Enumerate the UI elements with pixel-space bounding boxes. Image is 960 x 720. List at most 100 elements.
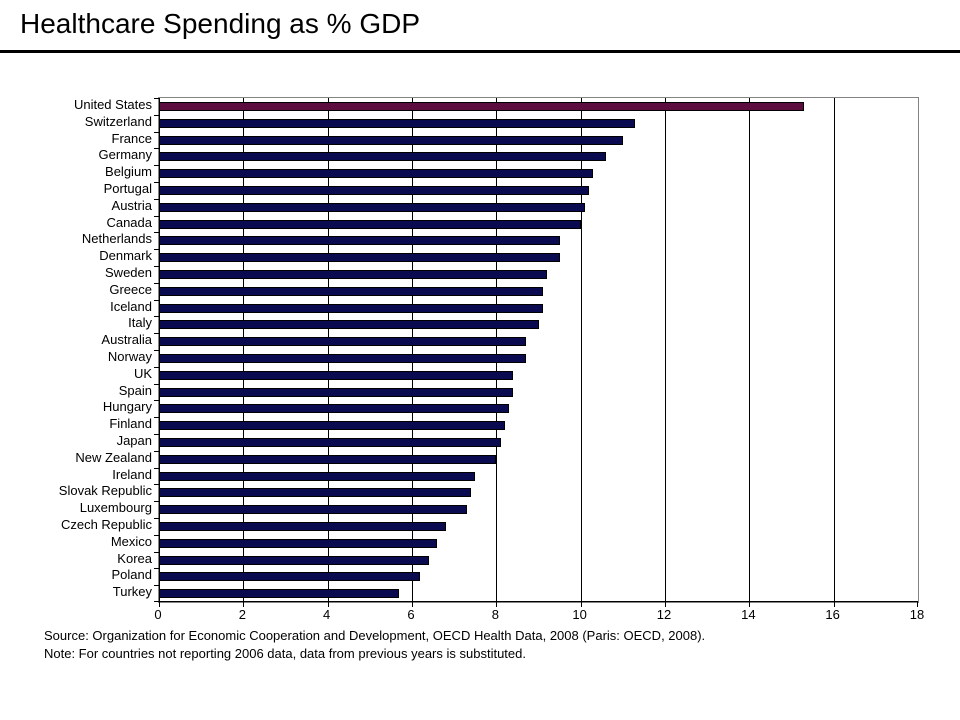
bar-luxembourg [159,505,467,515]
category-axis-tick [154,266,159,267]
category-axis-tick [154,451,159,452]
category-label-mexico: Mexico [110,533,152,549]
x-axis-tick-4 [327,602,329,607]
bar-korea [159,555,429,565]
category-label-ireland: Ireland [112,466,152,482]
bar-poland [159,572,421,582]
category-label-poland: Poland [111,567,152,583]
category-axis-tick [154,115,159,116]
category-label-switzerland: Switzerland [84,113,152,129]
bar-finland [159,421,505,431]
bar-portugal [159,185,590,195]
category-label-japan: Japan [116,433,152,448]
category-axis-tick [154,165,159,166]
y-axis-line [159,98,160,602]
category-label-spain: Spain [118,382,152,398]
x-tick-label-8: 8 [491,607,499,622]
gridline-6 [412,98,413,602]
x-axis-tick-16 [833,602,835,607]
category-axis-tick [154,232,159,233]
category-label-australia: Australia [101,332,152,348]
category-axis-tick [154,216,159,217]
gridline-2 [243,98,245,602]
x-tick-label-0: 0 [154,607,162,622]
gridline-8 [496,98,498,602]
x-axis-tick-18 [917,602,918,607]
category-label-denmark: Denmark [99,248,152,264]
category-label-korea: Korea [117,550,152,566]
bar-iceland [159,303,543,313]
category-axis-tick [154,484,159,485]
category-axis-tick [154,400,159,401]
bar-mexico [159,538,438,548]
category-axis-tick [154,367,159,368]
category-axis-tick [154,148,159,149]
category-axis-tick [154,518,159,519]
bar-norway [159,353,526,363]
x-tick-label-16: 16 [825,607,840,622]
bar-turkey [159,589,400,599]
category-labels: United States Switzerland France Germany Bel… [0,97,152,601]
category-label-portugal: Portugal [103,181,152,196]
x-tick-label-14: 14 [741,607,756,622]
bar-belgium [159,169,594,179]
category-label-france: France [111,130,152,146]
category-axis-tick [154,132,159,133]
category-axis-tick [154,350,159,351]
x-tick-label-6: 6 [407,607,415,622]
x-axis-line [159,601,918,602]
category-axis-tick [154,434,159,435]
category-axis-tick [154,316,159,317]
bar-australia [159,337,526,347]
category-label-new-zealand: New Zealand [75,449,152,465]
gridline-4 [327,98,329,602]
category-label-turkey: Turkey [112,584,152,600]
bar-ireland [159,471,476,481]
bar-austria [159,202,585,212]
bar-italy [159,320,539,330]
gridline-10 [580,98,582,602]
category-label-norway: Norway [107,349,152,364]
bar-new-zealand [159,454,497,464]
x-tick-label-2: 2 [238,607,246,622]
bar-canada [159,219,581,229]
category-label-canada: Canada [106,214,152,230]
bar-united-states [159,101,805,111]
x-axis-tick-12 [665,602,666,607]
category-axis-tick [154,182,159,183]
footer-notes: Source: Organization for Economic Cooper… [44,627,705,663]
bar-japan [159,437,501,447]
bar-uk [159,370,514,380]
category-label-sweden: Sweden [105,265,152,280]
x-axis-labels: 0 2 4 6 8 10 12 14 16 18 [154,607,924,623]
category-axis-tick [154,468,159,469]
category-label-germany: Germany [98,147,152,163]
bar-slovak-republic [159,488,472,498]
bar-greece [159,286,543,296]
category-label-czech-republic: Czech Republic [60,517,152,532]
category-axis-tick [154,501,159,502]
category-label-hungary: Hungary [102,399,152,415]
category-axis-tick [154,585,159,586]
category-label-austria: Austria [111,197,152,213]
gridline-12 [665,98,666,602]
x-axis-tick-14 [749,602,751,607]
x-tick-label-4: 4 [323,607,331,622]
x-tick-label-12: 12 [656,607,672,622]
category-label-uk: UK [133,365,152,381]
category-axis-tick [154,417,159,418]
bar-hungary [159,404,509,414]
category-axis-tick [154,300,159,301]
category-axis-tick [154,601,159,602]
category-axis-tick [154,333,159,334]
category-axis-tick [154,98,159,99]
x-tick-label-18: 18 [909,607,925,622]
x-axis-tick-0 [159,602,160,607]
category-axis-tick [154,568,159,569]
plot-area [154,97,919,607]
category-axis-tick [154,249,159,250]
bar-denmark [159,253,560,263]
source-note: Source: Organization for Economic Cooper… [44,628,706,643]
category-label-finland: Finland [109,416,152,432]
